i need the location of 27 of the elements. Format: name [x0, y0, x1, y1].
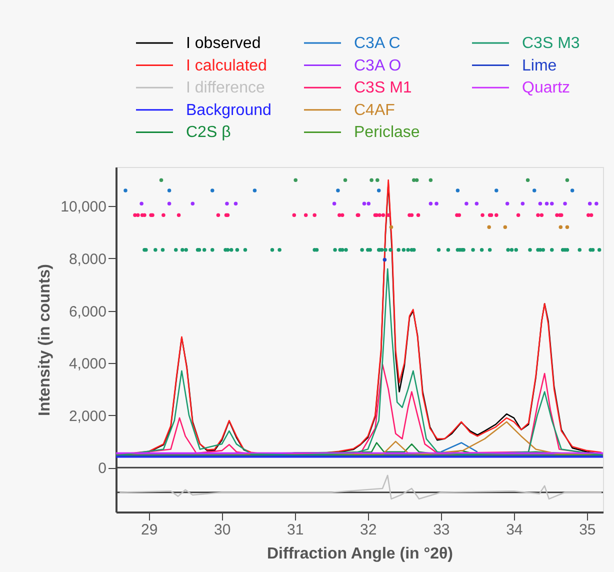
legend-label: C3S M3: [522, 35, 580, 52]
x-tick-label: 30: [214, 522, 231, 538]
x-tick-label: 33: [433, 522, 450, 538]
y-tick-label: 4,000: [68, 356, 106, 373]
x-tick-label: 32: [360, 522, 377, 538]
legend-label: I calculated: [186, 57, 267, 74]
legend-label: C4AF: [354, 102, 396, 119]
legend-label: C3S M1: [354, 80, 412, 97]
legend-label: C3A O: [354, 57, 402, 74]
x-tick-label: 29: [141, 522, 158, 538]
legend-label: C3A C: [354, 35, 400, 52]
y-tick-label: 6,000: [68, 303, 106, 320]
legend-label: Quartz: [522, 80, 570, 97]
x-tick-label: 31: [287, 522, 304, 538]
legend-label: I observed: [186, 35, 261, 52]
y-tick-label: 10,000: [60, 198, 106, 216]
y-tick-label: 8,000: [68, 250, 106, 268]
y-tick-label: 0: [98, 460, 106, 478]
y-tick-label: 2,000: [68, 408, 106, 425]
legend-label: Lime: [522, 57, 557, 74]
x-tick-label: 34: [506, 522, 523, 538]
x-tick-label: 35: [579, 522, 596, 538]
x-axis-title: Diffraction Angle (in °2θ): [266, 546, 454, 562]
legend-label: Periclase: [354, 124, 420, 142]
legend-label: Background: [186, 102, 272, 119]
legend-label: C2S β: [186, 124, 231, 142]
y-axis-title: Intensity (in counts): [36, 264, 54, 416]
